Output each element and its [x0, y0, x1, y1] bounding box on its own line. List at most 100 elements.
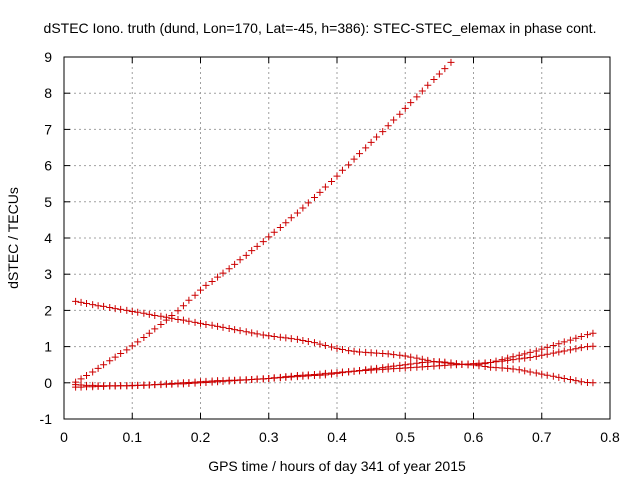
data-point — [441, 361, 449, 369]
data-point — [208, 277, 216, 285]
data-point — [441, 65, 449, 73]
data-point — [577, 332, 585, 340]
data-point — [338, 345, 346, 353]
data-point — [94, 302, 102, 310]
data-point — [384, 350, 392, 358]
data-point — [321, 369, 329, 377]
data-point — [549, 372, 557, 380]
data-point — [72, 297, 80, 305]
data-point — [128, 342, 136, 350]
data-point — [185, 378, 193, 386]
data-point — [106, 357, 114, 365]
data-point — [168, 380, 176, 388]
data-point — [401, 352, 409, 360]
data-point — [162, 313, 170, 321]
data-point — [504, 356, 512, 364]
y-tick-label: 9 — [44, 49, 52, 65]
data-point — [350, 155, 358, 163]
data-point — [407, 353, 415, 361]
y-axis-label: dSTEC / TECUs — [5, 187, 21, 289]
data-point — [515, 366, 523, 374]
data-point — [424, 363, 432, 371]
data-point — [265, 233, 273, 241]
data-point — [219, 377, 227, 385]
data-point — [282, 334, 290, 342]
data-point — [304, 338, 312, 346]
data-point — [333, 172, 341, 180]
data-point — [396, 110, 404, 118]
data-point — [328, 178, 336, 186]
data-point — [583, 331, 591, 339]
data-point — [555, 340, 563, 348]
data-point — [174, 307, 182, 315]
data-point — [333, 344, 341, 352]
data-point — [270, 332, 278, 340]
data-point — [538, 351, 546, 359]
data-point — [197, 319, 204, 327]
data-point — [543, 350, 551, 358]
data-point — [117, 382, 125, 390]
data-point — [253, 330, 261, 338]
data-point — [430, 75, 438, 83]
data-point — [231, 326, 239, 334]
x-tick-label: 0.6 — [464, 429, 484, 445]
x-tick-label: 0.2 — [191, 429, 211, 445]
data-point — [123, 346, 131, 354]
data-point — [577, 344, 585, 352]
data-point — [100, 382, 108, 390]
data-point — [202, 377, 210, 385]
data-point — [151, 325, 159, 333]
data-point — [532, 352, 540, 360]
data-point — [498, 357, 506, 365]
data-point — [566, 336, 574, 344]
x-tick-label: 0.8 — [600, 429, 620, 445]
x-tick-label: 0 — [60, 429, 68, 445]
data-point — [487, 359, 495, 367]
data-point — [287, 335, 295, 343]
data-point — [435, 70, 443, 78]
data-point — [89, 368, 97, 376]
data-point — [94, 364, 102, 372]
data-point — [179, 302, 187, 310]
data-point — [572, 345, 580, 353]
data-point — [287, 372, 295, 380]
x-tick-label: 0.1 — [123, 429, 143, 445]
data-point — [424, 81, 432, 89]
data-point — [265, 332, 273, 340]
data-point — [219, 269, 227, 277]
data-point — [538, 345, 546, 353]
data-point — [379, 128, 387, 136]
data-point — [338, 368, 346, 376]
y-tick-label: 6 — [44, 158, 52, 174]
data-point — [475, 359, 483, 367]
data-point — [362, 144, 370, 152]
data-point — [373, 349, 381, 357]
y-tick-label: 2 — [44, 302, 52, 318]
data-point — [89, 301, 97, 309]
data-point — [236, 256, 244, 264]
data-point — [396, 351, 404, 359]
data-point — [83, 300, 91, 308]
y-tick-label: 1 — [44, 339, 52, 355]
series-4 — [72, 342, 597, 390]
data-point — [276, 224, 284, 232]
grid-lines — [64, 57, 610, 419]
data-point — [543, 371, 551, 379]
data-point — [589, 342, 597, 350]
data-point — [157, 312, 165, 320]
data-point — [572, 334, 580, 342]
data-point — [447, 58, 455, 66]
data-point — [276, 373, 284, 381]
data-point — [549, 342, 557, 350]
data-point — [299, 336, 307, 344]
data-point — [83, 381, 91, 389]
data-point — [123, 306, 131, 314]
data-point — [111, 305, 119, 313]
data-point — [208, 321, 216, 329]
data-point — [515, 355, 523, 363]
data-point — [214, 273, 222, 281]
data-point — [338, 166, 346, 174]
data-point — [134, 381, 142, 389]
data-point — [538, 370, 546, 378]
